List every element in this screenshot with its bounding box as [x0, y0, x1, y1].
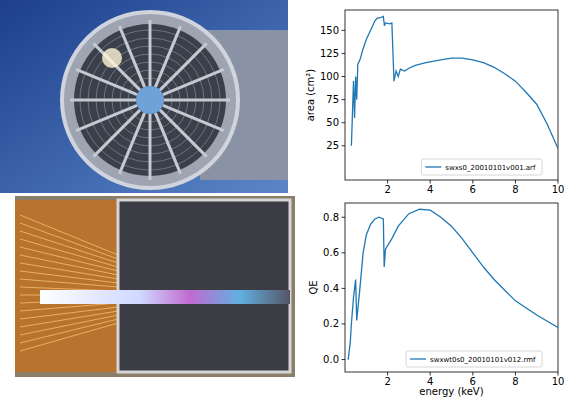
x-tick-label: 2 — [384, 376, 390, 387]
x-tick — [430, 372, 431, 376]
y-tick-label: 0.6 — [323, 247, 339, 258]
y-tick-label: 150 — [320, 25, 339, 36]
wire — [20, 223, 118, 259]
spoke — [70, 99, 136, 102]
spoke — [163, 69, 224, 94]
spoke — [93, 110, 140, 157]
wire — [20, 247, 118, 271]
chart: 2 4 6 8 10 25 50 75 100 125 150 area (cm²) swxs0_200… — [305, 10, 564, 195]
spoke — [93, 43, 140, 90]
wire — [20, 315, 118, 335]
y-tick — [342, 288, 346, 289]
y-tick — [342, 53, 346, 54]
y-tick — [342, 323, 346, 324]
y-axis-title: area (cm²) — [305, 69, 316, 122]
y-tick-label: 0.0 — [323, 354, 339, 365]
y-tick — [342, 122, 346, 123]
x-tick — [515, 372, 516, 376]
legend-box — [421, 159, 542, 175]
spoke — [160, 43, 207, 90]
y-tick — [342, 217, 346, 218]
spoke — [76, 69, 137, 94]
x-tick-label: 2 — [384, 184, 390, 195]
y-tick — [342, 30, 346, 31]
y-tick-label: 0.4 — [323, 283, 339, 294]
y-tick — [342, 359, 346, 360]
x-tick-label: 10 — [552, 184, 565, 195]
wire — [20, 279, 118, 287]
hub — [136, 86, 164, 114]
x-tick — [387, 372, 388, 376]
wire — [20, 303, 118, 311]
sensor — [118, 200, 290, 372]
y-tick-label: 25 — [326, 140, 339, 151]
wire — [20, 323, 118, 351]
y-tick-label: 50 — [326, 117, 339, 128]
wire — [20, 271, 118, 283]
photo-ground — [15, 196, 295, 377]
legend-label: swxwt0s0_20010101v012.rmf — [430, 356, 536, 364]
y-tick — [342, 99, 346, 100]
x-tick-label: 8 — [512, 184, 518, 195]
legend: swxwt0s0_20010101v012.rmf — [406, 351, 542, 367]
y-tick-label: 125 — [320, 48, 339, 59]
series-line — [348, 209, 558, 359]
spoke — [119, 26, 144, 87]
ccd-photo — [15, 196, 295, 377]
y-tick-label: 100 — [320, 71, 339, 82]
plot-frame — [345, 203, 558, 372]
x-tick — [387, 180, 388, 184]
series-line — [351, 16, 558, 148]
y-tick — [342, 145, 346, 146]
x-tick — [472, 372, 473, 376]
x-tick-label: 4 — [427, 184, 433, 195]
legend-label: swxs0_20010101v001.arf — [445, 164, 536, 172]
spoke — [160, 110, 207, 157]
telescope-photo — [0, 0, 288, 193]
spoke — [119, 113, 144, 174]
spoke — [155, 26, 180, 87]
light-streak — [40, 290, 290, 304]
spoke — [149, 114, 152, 180]
spoke — [155, 113, 180, 174]
page: 2 4 6 8 10 25 50 75 100 125 150 area (cm²) swxs0_200… — [0, 0, 578, 399]
legend-box — [406, 351, 542, 367]
y-axis-title: QE — [308, 280, 319, 294]
y-tick — [342, 76, 346, 77]
wire — [20, 215, 118, 255]
spoke — [76, 105, 137, 130]
spoke — [149, 20, 152, 86]
photo-ground — [0, 0, 288, 193]
wire — [20, 319, 118, 343]
data-group — [348, 209, 558, 359]
y-tick — [342, 252, 346, 253]
x-tick-label: 10 — [552, 376, 565, 387]
x-tick-label: 6 — [470, 184, 476, 195]
x-axis-title: energy (keV) — [419, 386, 483, 397]
legend-swatch — [410, 358, 426, 359]
y-tick-label: 75 — [326, 94, 339, 105]
y-tick-label: 0.2 — [323, 318, 339, 329]
x-tick-label: 8 — [512, 376, 518, 387]
x-tick — [515, 180, 516, 184]
wire — [20, 239, 118, 267]
spoke — [163, 105, 224, 130]
outer-ring — [62, 12, 238, 188]
plot-frame — [345, 10, 558, 180]
spoke — [164, 99, 230, 102]
y-tick-label: 0.8 — [323, 212, 339, 223]
chart: 2468100.00.20.40.60.8QEenergy (keV)swxwt… — [308, 203, 564, 397]
legend: swxs0_20010101v001.arf — [421, 159, 542, 175]
legend-swatch — [425, 166, 441, 167]
x-tick — [430, 180, 431, 184]
x-tick — [558, 372, 559, 376]
x-tick — [472, 180, 473, 184]
connector — [15, 200, 120, 372]
glint — [102, 48, 122, 68]
x-tick — [558, 180, 559, 184]
data-group — [351, 16, 558, 148]
